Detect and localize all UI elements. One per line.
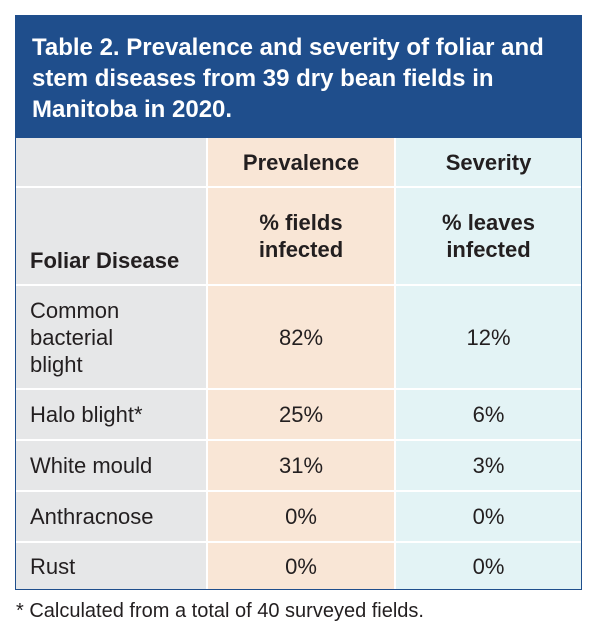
prevalence-value: 31%: [208, 441, 396, 492]
disease-name: White mould: [16, 441, 208, 492]
prevalence-value: 82%: [208, 286, 396, 390]
disease-name: Anthracnose: [16, 492, 208, 543]
header-leaves-infected: % leaves infected: [396, 188, 581, 286]
disease-name: Rust: [16, 543, 208, 589]
severity-value: 0%: [396, 543, 581, 589]
severity-value: 0%: [396, 492, 581, 543]
severity-value: 12%: [396, 286, 581, 390]
header-prevalence: Prevalence: [208, 138, 396, 188]
severity-value: 6%: [396, 390, 581, 441]
header-fields-infected: % fields infected: [208, 188, 396, 286]
prevalence-value: 0%: [208, 492, 396, 543]
table-title: Table 2. Prevalence and severity of foli…: [16, 16, 581, 138]
header-severity: Severity: [396, 138, 581, 188]
prevalence-value: 25%: [208, 390, 396, 441]
prevalence-value: 0%: [208, 543, 396, 589]
footnote: * Calculated from a total of 40 surveyed…: [16, 600, 424, 622]
disease-table: Prevalence Severity Foliar Disease % fie…: [16, 138, 581, 589]
disease-name: Halo blight*: [16, 390, 208, 441]
header-foliar-disease: Foliar Disease: [16, 188, 208, 286]
table-frame: Table 2. Prevalence and severity of foli…: [15, 15, 582, 590]
severity-value: 3%: [396, 441, 581, 492]
disease-name: Common bacterial blight: [16, 286, 208, 390]
header-empty-cell: [16, 138, 208, 188]
